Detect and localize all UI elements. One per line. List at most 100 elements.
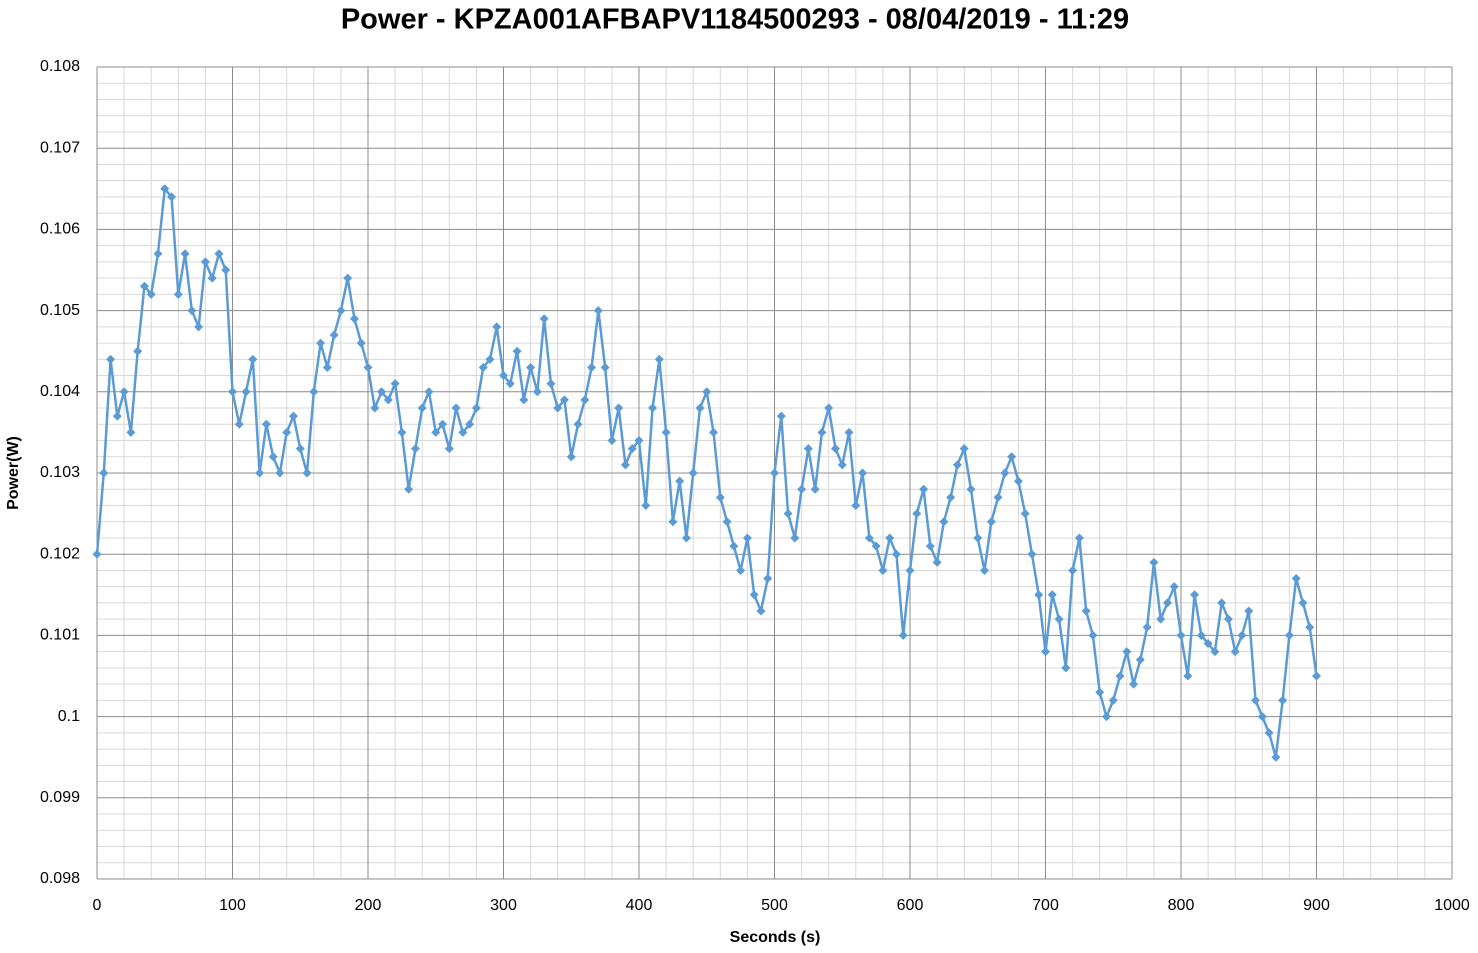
- data-point: [1210, 647, 1220, 657]
- data-point: [587, 362, 597, 372]
- y-tick-label: 0.102: [40, 545, 80, 562]
- data-point: [715, 492, 725, 502]
- data-point: [207, 273, 217, 283]
- data-point: [803, 444, 813, 454]
- data-point: [343, 273, 353, 283]
- x-tick-label: 700: [1032, 897, 1059, 914]
- data-point: [1020, 509, 1030, 519]
- data-point: [255, 468, 265, 478]
- data-point: [939, 517, 949, 527]
- data-point: [1278, 695, 1288, 705]
- data-point: [1013, 476, 1023, 486]
- data-point: [153, 249, 163, 259]
- data-point: [756, 606, 766, 616]
- x-tick-label: 300: [490, 897, 517, 914]
- data-point: [702, 387, 712, 397]
- data-point: [282, 427, 292, 437]
- data-point: [1081, 606, 1091, 616]
- data-point: [980, 565, 990, 575]
- data-point: [1196, 630, 1206, 640]
- data-point: [1230, 647, 1240, 657]
- data-point: [864, 533, 874, 543]
- data-point: [288, 411, 298, 421]
- data-point: [146, 289, 156, 299]
- data-point: [383, 395, 393, 405]
- data-point: [424, 387, 434, 397]
- data-point: [180, 249, 190, 259]
- data-point: [519, 395, 529, 405]
- data-point: [824, 403, 834, 413]
- data-point: [194, 322, 204, 332]
- data-point: [1203, 639, 1213, 649]
- x-tick-label: 600: [897, 897, 924, 914]
- y-tick-label: 0.1: [58, 708, 80, 725]
- data-point: [749, 590, 759, 600]
- data-point: [688, 468, 698, 478]
- data-point: [614, 403, 624, 413]
- y-tick-label: 0.104: [40, 383, 80, 400]
- data-point: [973, 533, 983, 543]
- data-point: [295, 444, 305, 454]
- data-point: [410, 444, 420, 454]
- data-point: [810, 484, 820, 494]
- data-point: [600, 362, 610, 372]
- data-point: [1176, 630, 1186, 640]
- data-point: [695, 403, 705, 413]
- data-point: [573, 419, 583, 429]
- data-point: [830, 444, 840, 454]
- data-point: [607, 436, 617, 446]
- data-point: [1284, 630, 1294, 640]
- data-point: [356, 338, 366, 348]
- data-point: [959, 444, 969, 454]
- data-point: [1257, 712, 1267, 722]
- data-point: [1000, 468, 1010, 478]
- data-point: [1169, 582, 1179, 592]
- data-point: [1074, 533, 1084, 543]
- data-point: [505, 379, 515, 389]
- data-point: [790, 533, 800, 543]
- x-tick-label: 900: [1303, 897, 1330, 914]
- data-point: [1095, 687, 1105, 697]
- data-point: [546, 379, 556, 389]
- y-tick-label: 0.108: [40, 58, 80, 75]
- data-point: [1223, 614, 1233, 624]
- data-point: [1108, 695, 1118, 705]
- data-point: [919, 484, 929, 494]
- data-point: [668, 517, 678, 527]
- data-point: [139, 281, 149, 291]
- data-point: [133, 346, 143, 356]
- data-point: [1156, 614, 1166, 624]
- data-point: [783, 509, 793, 519]
- y-tick-label: 0.101: [40, 627, 80, 644]
- data-point: [817, 427, 827, 437]
- data-point: [912, 509, 922, 519]
- data-point: [627, 444, 637, 454]
- data-point: [241, 387, 251, 397]
- data-point: [871, 541, 881, 551]
- data-point: [661, 427, 671, 437]
- data-point: [1237, 630, 1247, 640]
- data-point: [390, 379, 400, 389]
- data-point: [160, 184, 170, 194]
- data-point: [1135, 655, 1145, 665]
- data-point: [1047, 590, 1057, 600]
- data-point: [593, 306, 603, 316]
- data-point: [322, 362, 332, 372]
- data-point: [1244, 606, 1254, 616]
- data-point: [526, 362, 536, 372]
- data-point: [532, 387, 542, 397]
- data-point: [1251, 695, 1261, 705]
- data-point: [559, 395, 569, 405]
- data-point: [986, 517, 996, 527]
- data-point: [397, 427, 407, 437]
- data-point: [465, 419, 475, 429]
- data-point: [946, 492, 956, 502]
- data-point: [200, 257, 210, 267]
- data-point: [1061, 663, 1071, 673]
- data-point: [1217, 598, 1227, 608]
- data-point: [268, 452, 278, 462]
- data-point: [1183, 671, 1193, 681]
- data-point: [106, 354, 116, 364]
- data-point: [898, 630, 908, 640]
- data-point: [993, 492, 1003, 502]
